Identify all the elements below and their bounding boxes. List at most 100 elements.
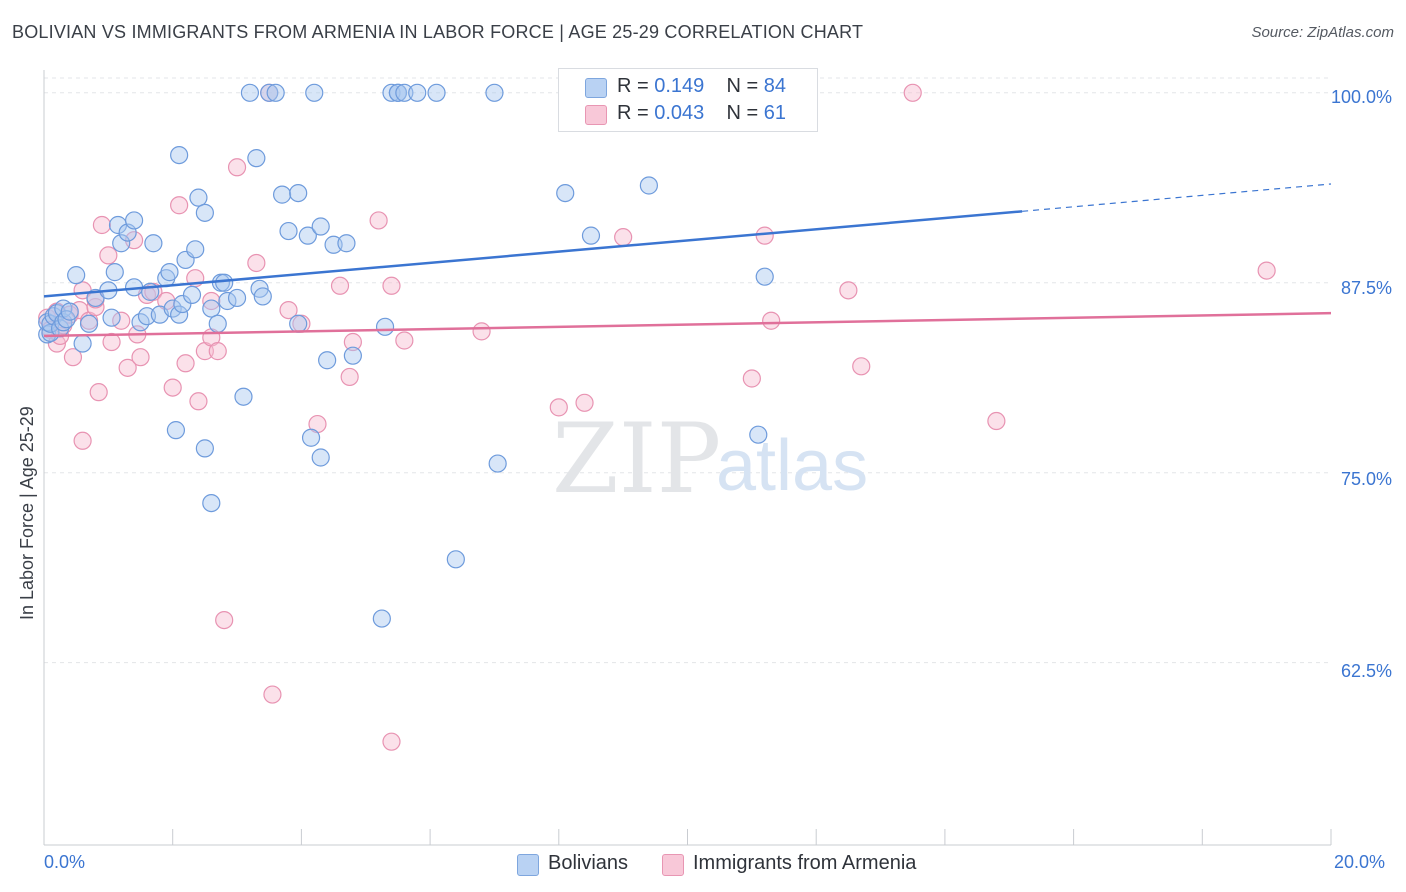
x-tick-label: 0.0% — [44, 852, 86, 872]
n-label: N = — [726, 102, 759, 124]
point-bolivians — [337, 234, 356, 253]
point-bolivians — [195, 439, 214, 458]
axes — [43, 70, 1332, 846]
point-bolivians — [170, 145, 189, 165]
point-armenia — [369, 211, 388, 230]
point-armenia — [549, 398, 568, 417]
point-bolivians — [343, 346, 362, 365]
point-bolivians — [173, 294, 192, 314]
point-armenia — [839, 281, 858, 300]
r-label: R = — [617, 75, 649, 97]
point-bolivians — [124, 211, 144, 230]
point-armenia — [189, 392, 208, 411]
point-armenia — [382, 732, 401, 751]
point-armenia — [742, 369, 761, 388]
series-bolivians-points — [38, 83, 787, 628]
r-label: R = — [617, 102, 649, 124]
point-armenia — [99, 246, 118, 265]
point-bolivians — [253, 287, 272, 306]
y-tick-label: 87.5% — [1340, 278, 1392, 298]
point-bolivians — [186, 240, 205, 259]
point-bolivians — [556, 183, 575, 203]
point-bolivians — [170, 305, 189, 324]
point-bolivians — [73, 334, 92, 353]
point-armenia — [903, 83, 922, 102]
point-bolivians — [388, 83, 408, 102]
point-bolivians — [105, 263, 124, 282]
point-bolivians — [208, 314, 227, 333]
n-value: 61 — [763, 102, 787, 124]
legend-swatch-blue — [585, 78, 607, 98]
point-bolivians — [247, 149, 266, 168]
point-bolivians — [289, 314, 308, 333]
source-label: Source: ZipAtlas.com — [1251, 24, 1394, 41]
point-armenia — [987, 411, 1006, 431]
point-bolivians — [639, 176, 658, 195]
legend-swatch-pink — [585, 105, 607, 125]
point-bolivians — [279, 221, 298, 241]
point-bolivians — [182, 285, 202, 305]
r-value: 0.149 — [654, 75, 705, 97]
legend-label: Bolivians — [548, 852, 629, 874]
point-bolivians — [749, 425, 768, 444]
point-armenia — [762, 311, 781, 330]
point-bolivians — [144, 234, 163, 253]
chart-title: BOLIVIAN VS IMMIGRANTS FROM ARMENIA IN L… — [12, 22, 864, 42]
point-armenia — [227, 158, 247, 177]
point-armenia — [89, 383, 108, 402]
point-bolivians — [166, 421, 186, 440]
point-bolivians — [79, 314, 99, 333]
point-bolivians — [266, 83, 285, 102]
point-bolivians — [305, 83, 324, 102]
point-bolivians — [446, 550, 465, 569]
point-armenia — [340, 367, 359, 387]
y-tick-label: 62.5% — [1340, 661, 1392, 681]
point-bolivians — [102, 308, 121, 327]
correlation-legend: R = 0.149 N = 84 R = 0.043 N = 61 — [558, 68, 818, 132]
point-bolivians — [60, 302, 79, 321]
point-bolivians — [54, 313, 73, 332]
point-bolivians — [227, 288, 247, 308]
point-bolivians — [202, 299, 221, 318]
point-armenia — [247, 253, 266, 273]
point-bolivians — [112, 234, 131, 253]
n-value: 84 — [763, 75, 787, 97]
point-bolivians — [427, 83, 446, 102]
point-bolivians — [272, 185, 292, 204]
point-armenia — [131, 348, 150, 367]
legend-swatch-pink — [662, 854, 684, 876]
point-bolivians — [260, 83, 279, 102]
point-armenia — [395, 331, 414, 350]
trend-bolivians-projection — [1022, 183, 1332, 212]
point-bolivians — [202, 493, 221, 513]
point-armenia — [202, 291, 221, 311]
point-bolivians — [395, 83, 414, 102]
point-bolivians — [289, 183, 308, 203]
point-armenia — [343, 332, 362, 352]
point-bolivians — [234, 387, 253, 406]
point-armenia — [63, 348, 83, 367]
y-tick-label: 100.0% — [1330, 87, 1392, 107]
point-armenia — [263, 685, 282, 704]
point-armenia — [852, 357, 871, 376]
point-bolivians — [189, 188, 208, 207]
point-bolivians — [311, 217, 330, 236]
y-tick-label: 75.0% — [1340, 469, 1392, 489]
point-armenia — [330, 276, 350, 295]
legend-swatch-blue — [517, 854, 539, 876]
point-armenia — [86, 297, 105, 317]
point-bolivians — [581, 226, 601, 245]
point-bolivians — [298, 226, 317, 245]
watermark: ZIP atlas — [552, 403, 868, 515]
point-bolivians — [382, 83, 401, 102]
trend-bolivians — [43, 210, 1023, 298]
point-armenia — [755, 226, 774, 245]
point-bolivians — [215, 273, 234, 292]
point-armenia — [472, 322, 491, 341]
point-armenia — [614, 228, 633, 247]
point-armenia — [382, 276, 401, 295]
watermark-atlas: atlas — [716, 426, 868, 506]
point-bolivians — [488, 454, 507, 473]
point-armenia — [73, 431, 92, 450]
